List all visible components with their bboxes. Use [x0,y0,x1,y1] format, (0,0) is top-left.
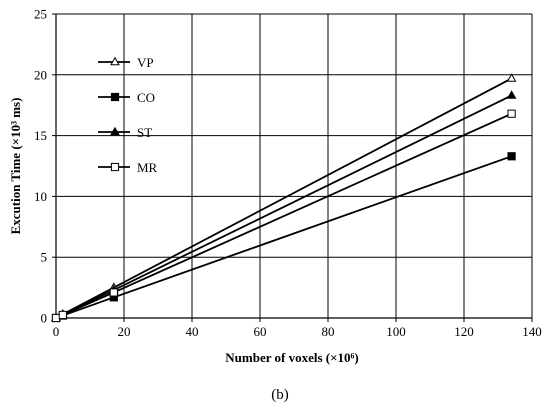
figure-caption: (b) [271,387,289,403]
y-axis-title: Excution Time (×10³ ms) [8,98,23,235]
legend-item-vp: VP [98,55,154,70]
series-group [51,73,517,323]
data-point-vp [506,73,517,82]
data-point-mr [109,288,118,297]
legend-marker-co [110,92,120,102]
series-mr [51,109,516,323]
legend-label-mr: MR [137,160,158,175]
x-tick-label: 120 [454,324,474,339]
legend-label-co: CO [137,90,155,105]
series-st [51,90,517,322]
y-tick-label: 0 [41,311,48,326]
data-point-mr [507,109,516,118]
series-co [51,152,516,323]
legend-marker-st [110,126,120,136]
y-tick-label: 20 [34,67,47,82]
data-point-co [507,152,516,161]
legend-marker-mr [110,162,120,172]
x-tick-label: 0 [53,324,60,339]
data-point-mr [51,313,61,323]
legend-item-st: ST [98,125,152,140]
series-vp [51,73,517,322]
y-tick-label: 25 [34,7,47,22]
grid [56,13,533,318]
data-point-mr [58,310,67,320]
legend-label-st: ST [137,125,152,140]
legend-label-vp: VP [137,55,154,70]
x-tick-label: 100 [386,324,406,339]
x-tick-label: 140 [522,324,542,339]
x-tick-label: 40 [186,324,199,339]
legend-marker-vp [110,56,120,66]
x-tick-label: 20 [118,324,131,339]
y-tick-label: 5 [41,250,48,265]
legend: VP CO ST MR [98,55,158,175]
x-tick-label: 60 [254,324,267,339]
y-tick-label: 10 [34,189,47,204]
y-tick-label: 15 [34,128,47,143]
tick-labels: 0 20 40 60 80 100 120 140 0 5 10 15 20 25 [34,7,542,340]
x-axis-title: Number of voxels (×10⁶) [225,350,358,365]
legend-item-co: CO [98,90,155,105]
x-tick-label: 80 [322,324,335,339]
legend-item-mr: MR [98,160,158,175]
data-point-st [506,90,517,99]
